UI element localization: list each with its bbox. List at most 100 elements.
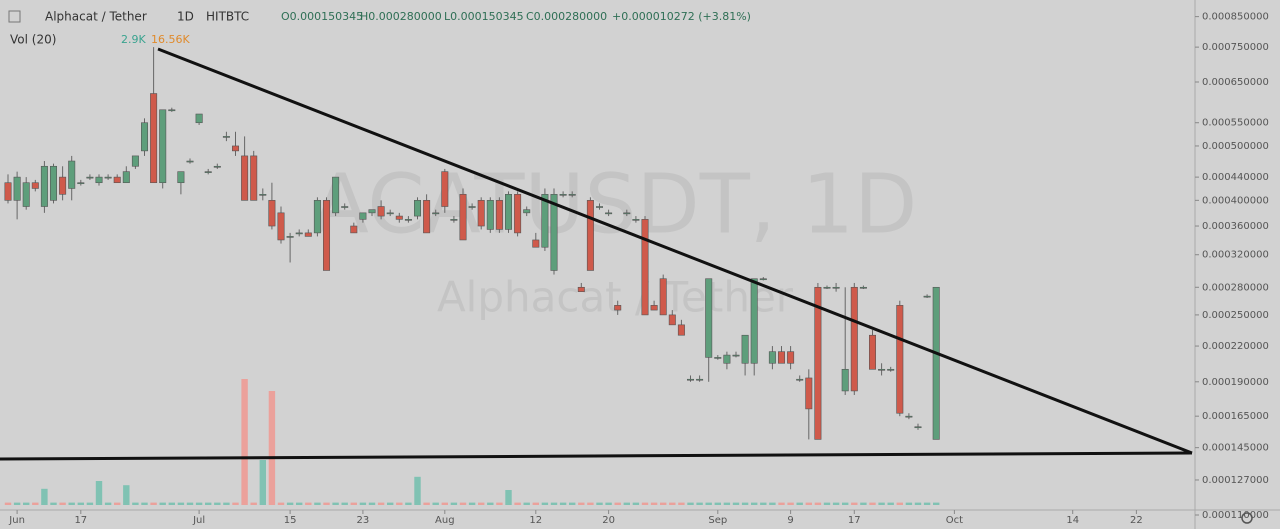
high: H0.000280000 [360, 10, 442, 23]
volume-bar [778, 502, 785, 505]
candle-body [441, 171, 449, 207]
x-tick-label: 15 [284, 515, 297, 526]
candle-body [377, 206, 385, 217]
volume-bar [277, 502, 285, 505]
y-tick-label: 0.000400000 [1202, 195, 1269, 206]
candle-body [878, 368, 886, 371]
candle-body [341, 206, 349, 208]
candle-body [22, 182, 30, 207]
volume-bar [123, 485, 130, 505]
candle-body [159, 109, 167, 184]
y-tick-label: 0.000750000 [1202, 42, 1269, 53]
x-tick-label: 22 [1130, 515, 1143, 526]
volume-bar [487, 502, 494, 505]
volume-bar [423, 502, 430, 505]
candle-body [687, 378, 695, 381]
candle-body [477, 200, 485, 227]
volume-bar [523, 502, 530, 505]
volume-bar [632, 502, 640, 505]
candle-body [659, 278, 667, 316]
close: C0.000280000 [526, 10, 607, 23]
candle-body [277, 212, 285, 241]
candle-body [232, 145, 240, 152]
volume-bar [186, 502, 194, 505]
x-tick-label: 17 [74, 515, 87, 526]
volume-bar [923, 502, 931, 505]
volume-bar [496, 502, 503, 505]
volume-bar [250, 502, 257, 505]
y-tick-label: 0.000850000 [1202, 12, 1269, 23]
candle-body [632, 219, 640, 221]
volume-bar [114, 502, 121, 505]
candle-body [150, 93, 158, 184]
volume-bar [905, 502, 913, 505]
volume-bar [286, 502, 294, 505]
volume-bar [468, 502, 476, 505]
volume-bar [814, 502, 822, 505]
volume-bar [104, 502, 112, 505]
volume-bar [132, 502, 139, 505]
volume-bar [678, 502, 685, 505]
settings-button[interactable] [1241, 512, 1253, 524]
volume-bar [669, 502, 676, 505]
candle-body [386, 212, 394, 215]
exchange[interactable]: HITBTC [206, 10, 249, 24]
candle-body [77, 182, 85, 185]
candle-body [304, 232, 312, 237]
volume-bar [869, 502, 876, 505]
volume-bar [68, 502, 75, 505]
volume-bar [332, 502, 339, 505]
candle-body [623, 212, 631, 215]
y-tick-label: 0.000440000 [1202, 172, 1269, 183]
volume-bar [305, 502, 312, 505]
x-tick-label: 14 [1066, 515, 1079, 526]
volume-bar [359, 502, 367, 505]
candle-body [323, 200, 331, 271]
candle-body [914, 426, 922, 429]
volume-bar [259, 460, 267, 505]
candle-body [222, 136, 230, 138]
x-tick-label: 17 [848, 515, 861, 526]
candle-body [104, 176, 112, 179]
volume-bar [59, 502, 66, 505]
candle-body [395, 215, 403, 220]
volume-bar [95, 481, 103, 505]
y-tick-label: 0.000320000 [1202, 250, 1269, 261]
candle-body [450, 219, 458, 221]
symbol: Alphacat / Tether [45, 10, 147, 24]
candle-body [850, 286, 858, 392]
volume-bar [714, 502, 722, 505]
open: O0.000150345 [281, 10, 363, 23]
volume-bar [41, 488, 48, 505]
volume-bar [241, 379, 248, 505]
candle-body [486, 200, 494, 230]
candle-body [195, 113, 203, 124]
volume-bar [650, 502, 658, 505]
volume-bar [723, 502, 731, 505]
volume-label[interactable]: Vol (20) [10, 33, 56, 47]
volume-bar [387, 502, 394, 505]
collapse-button[interactable] [8, 10, 21, 23]
candle-body [423, 200, 431, 234]
candle-body [596, 206, 604, 208]
volume-bar [23, 502, 30, 505]
candle-body [750, 278, 758, 364]
candle-body [541, 194, 549, 248]
candle-body [705, 278, 713, 358]
volume-bar [823, 502, 831, 505]
x-tick-label: 12 [529, 515, 542, 526]
volume-bar [796, 502, 803, 505]
candle-body [350, 225, 358, 234]
volume-bar [587, 502, 594, 505]
volume-bar [214, 502, 221, 505]
volume-bar [368, 502, 376, 505]
candle-body [732, 354, 740, 357]
candle-body [40, 165, 48, 207]
candle-body [359, 212, 367, 220]
y-tick-label: 0.000360000 [1202, 221, 1269, 232]
candle-body [887, 368, 895, 371]
candle-body [723, 354, 731, 364]
candle-body [95, 176, 103, 184]
candle-body [577, 286, 585, 292]
